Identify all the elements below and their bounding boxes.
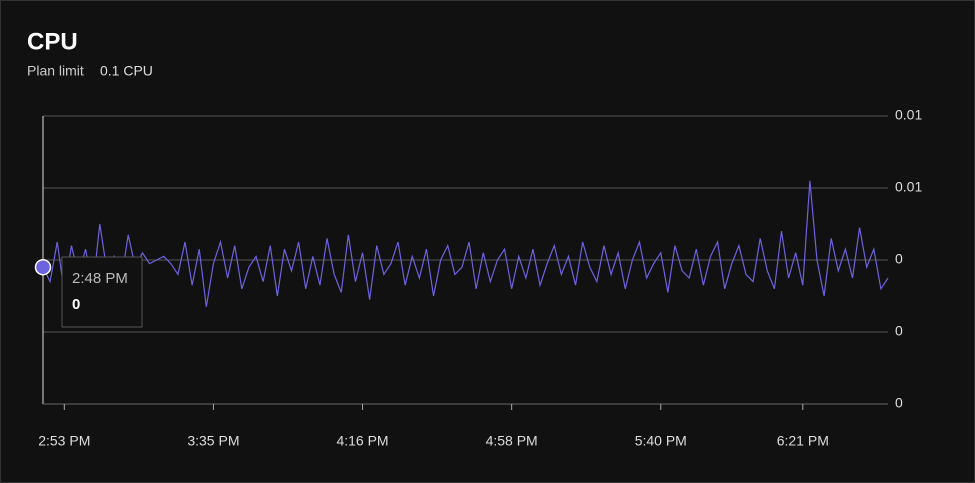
title: CPU: [27, 28, 78, 55]
plan-limit-label: Plan limit: [27, 63, 84, 79]
x-tick-label: 5:40 PM: [635, 433, 687, 449]
x-tick-label: 4:16 PM: [336, 433, 388, 449]
y-tick-label: 0.01: [895, 107, 922, 123]
cpu-line: [42, 180, 889, 307]
y-tick-label: 0: [895, 251, 903, 267]
x-tick-label: 4:58 PM: [486, 433, 538, 449]
x-tick-label: 6:21 PM: [777, 433, 829, 449]
hover-point: [34, 258, 52, 276]
plan-limit-value: 0.1 CPU: [100, 63, 153, 79]
x-tick-label: 3:35 PM: [187, 433, 239, 449]
y-tick-label: 0: [895, 323, 903, 339]
x-tick-label: 2:53 PM: [38, 433, 90, 449]
y-tick-label: 0: [895, 395, 903, 411]
y-tick-label: 0.01: [895, 179, 922, 195]
tooltip-box: [61, 256, 143, 328]
tooltip-time: 2:48 PM: [72, 270, 128, 287]
tooltip-value: 0: [72, 296, 80, 313]
